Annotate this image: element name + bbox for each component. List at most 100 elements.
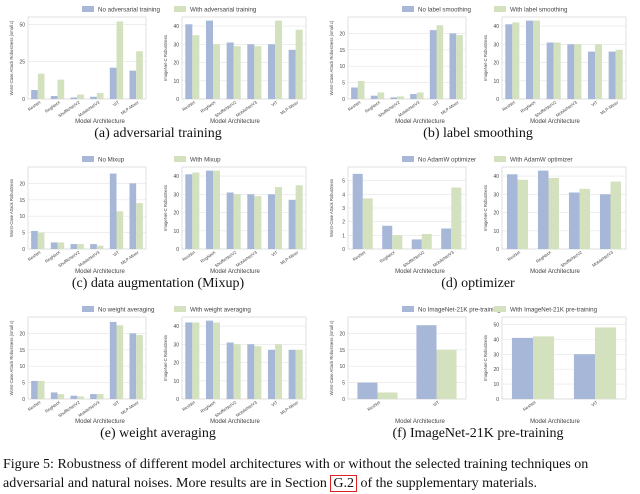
y-tick-label: 10	[493, 79, 499, 85]
y-tick-label: 20	[173, 211, 179, 217]
plot-frame	[501, 166, 627, 250]
y-tick-label: 30	[493, 352, 499, 358]
bar-without-shufflenetv2	[226, 42, 234, 99]
y-tick-label: 40	[493, 24, 499, 30]
x-tick-label: ViT	[112, 100, 120, 108]
bar-without-vit	[109, 321, 117, 399]
bar-without-mobilenetv3	[247, 344, 255, 399]
legend-swatch-with	[174, 156, 186, 162]
bar-without-shufflenetv2	[226, 192, 234, 249]
plot-frame	[27, 16, 147, 100]
legend: No ImageNet-21K pre-training With ImageNe…	[402, 306, 598, 314]
y-tick-label: 20	[339, 331, 345, 337]
bar-with-vit	[436, 349, 457, 399]
y-tick-label: 40	[173, 324, 179, 330]
panel-adversarial-training: No adversarial training With adversarial …	[2, 2, 314, 147]
y-tick-label: 40	[173, 174, 179, 180]
bar-with-mlp-mixer	[456, 35, 463, 99]
bar-without-vit	[267, 349, 275, 399]
caption-text-before: Figure 5: Robustness of different model …	[3, 457, 589, 491]
bar-with-resnet	[357, 80, 365, 99]
bar-without-shufflenetv2	[70, 97, 78, 99]
y-tick-label: 10	[19, 364, 25, 370]
bar-without-mobilenetv3	[247, 194, 255, 249]
bar-with-regnetx	[57, 394, 65, 399]
x-tick-label: ShuffleNetV2	[402, 249, 426, 268]
bar-without-mlp-mixer	[449, 33, 457, 99]
x-tick-label: RegNetX	[199, 400, 216, 414]
bar-without-regnetx	[525, 20, 533, 100]
bar-without-vit	[267, 194, 275, 249]
x-axis-label-left: Model Architecture	[395, 419, 445, 425]
subfigure-caption: (c) data augmentation (Mixup)	[71, 276, 245, 291]
x-tick-label: ResNet	[181, 399, 196, 412]
x-tick-label: ShuffleNetV2	[214, 249, 238, 268]
y-tick-label: 10	[19, 214, 25, 220]
y-tick-label: 0	[176, 397, 179, 403]
section-reference-link[interactable]: G.2	[330, 475, 357, 492]
bar-with-regnetx	[57, 242, 65, 249]
x-tick-label: RegNetX	[199, 100, 216, 114]
bar-with-resnet	[512, 22, 520, 99]
chart-svg: No AdamW optimizer With AdamW optimizer 0 1…	[329, 156, 627, 275]
x-tick-label: ShuffleNetV2	[560, 249, 584, 268]
y-tick-label: 50	[493, 322, 499, 328]
bar-with-resnet	[517, 179, 529, 249]
subplot-left: 0 5 10 15 20 Worst-Case Attack Robustness (sm…	[329, 316, 467, 412]
legend-label-with: With Mixup	[190, 157, 221, 164]
bar-without-regnetx	[50, 96, 58, 99]
bar-without-mlp-mixer	[129, 70, 137, 99]
x-axis-label-left: Model Architecture	[395, 269, 445, 275]
y-tick-label: 30	[173, 192, 179, 198]
x-tick-label: MLP-Mixer	[279, 399, 299, 415]
bar-without-resnet	[185, 24, 193, 100]
bar-with-shufflenetv2	[233, 344, 241, 399]
legend: No AdamW optimizer With AdamW optimizer	[402, 156, 573, 164]
y-tick-label: 3	[342, 206, 345, 212]
panel-label-smoothing: No label smoothing With label smoothing 0 5…	[322, 2, 634, 147]
y-tick-label: 20	[493, 61, 499, 67]
legend-label-without: No ImageNet-21K pre-training	[418, 307, 501, 314]
x-tick-label: ResNet	[27, 99, 42, 112]
bar-with-resnet	[192, 35, 200, 99]
bar-with-vit	[595, 44, 603, 99]
bar-with-shufflenetv2	[77, 396, 84, 399]
bar-without-regnetx	[537, 170, 549, 249]
y-tick-label: 0	[496, 97, 499, 103]
bar-without-resnet	[31, 90, 38, 99]
legend-label-without: No label smoothing	[418, 7, 472, 14]
x-tick-label: ViT	[432, 100, 440, 108]
bar-without-resnet	[506, 174, 518, 249]
bar-with-mlp-mixer	[136, 335, 143, 399]
y-tick-label: 15	[339, 48, 345, 54]
y-tick-label: 0	[176, 97, 179, 103]
legend: No Mixup With Mixup	[82, 156, 221, 164]
x-tick-label: ViT	[590, 100, 598, 108]
bar-with-shufflenetv2	[579, 188, 591, 249]
bar-with-mobilenetv3	[254, 46, 262, 99]
x-tick-label: RegNetX	[199, 250, 216, 264]
bar-without-mobilenetv3	[410, 94, 417, 99]
bar-with-vit	[275, 187, 283, 249]
y-tick-label: 10	[173, 79, 179, 85]
legend-label-with: With AdamW optimizer	[510, 157, 573, 164]
y-axis-label: ImageNet-C Robustness	[483, 335, 488, 381]
x-axis-label-left: Model Architecture	[75, 269, 125, 275]
x-tick-label: RegNetX	[364, 100, 381, 114]
bar-with-shufflenetv2	[233, 194, 241, 249]
x-tick-label: RegNetX	[535, 250, 552, 264]
bar-without-resnet	[185, 322, 193, 399]
bar-with-mobilenetv3	[96, 245, 104, 249]
y-tick-label: 5	[342, 381, 345, 387]
y-tick-label: 0	[176, 247, 179, 253]
bar-with-vit	[436, 25, 444, 100]
bar-with-regnetx	[213, 322, 221, 399]
bar-without-vit	[587, 51, 595, 99]
x-tick-label: ViT	[112, 250, 120, 258]
y-tick-label: 10	[173, 379, 179, 385]
y-tick-label: 30	[173, 42, 179, 48]
x-tick-label: ResNet	[501, 99, 516, 112]
x-tick-label: ResNet	[27, 249, 42, 262]
